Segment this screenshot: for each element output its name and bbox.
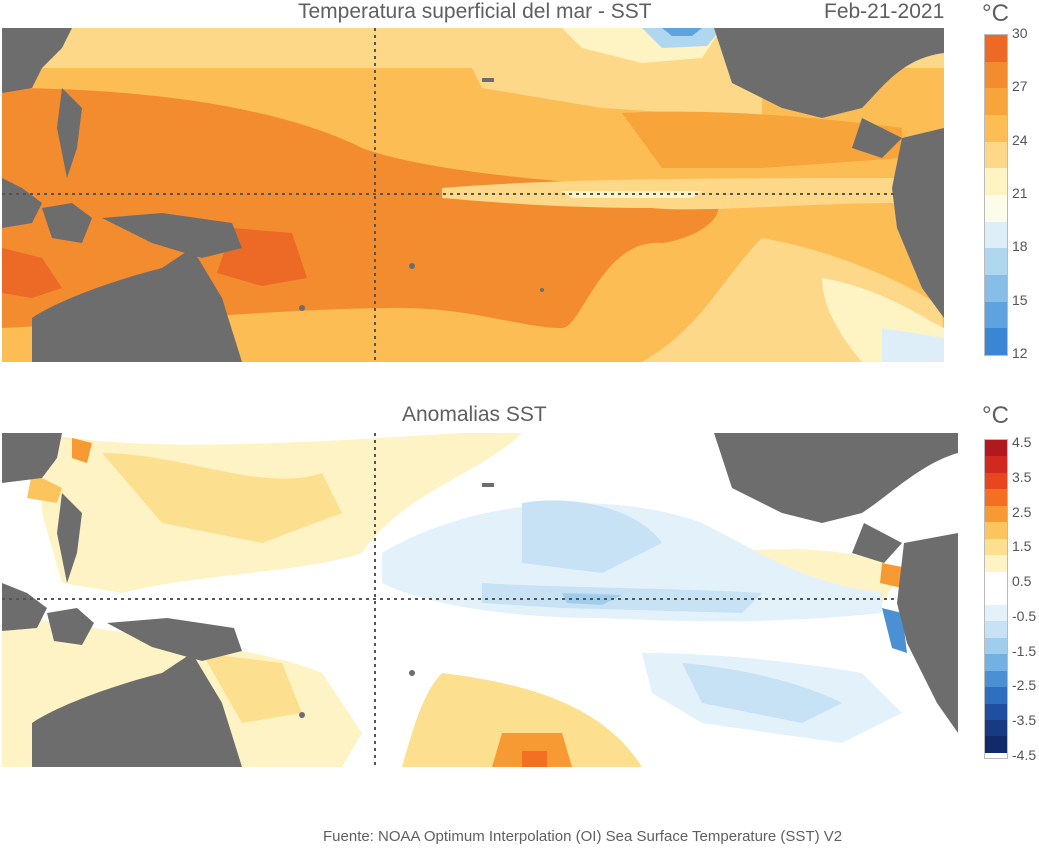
anomaly-colorbar-tick: 0.5	[1012, 573, 1032, 590]
anomaly-colorbar-swatch	[985, 538, 1007, 556]
anomaly-colorbar-swatch	[985, 621, 1007, 638]
anomaly-colorbar-swatch	[985, 687, 1007, 704]
sst-colorbar-tick: 21	[1012, 185, 1028, 201]
sst-colorbar-tick: 24	[1012, 131, 1028, 148]
anomaly-colorbar-swatch	[985, 505, 1007, 523]
sst-colorbar-tick: 30	[1012, 25, 1028, 41]
anomaly-colorbar-swatch	[985, 604, 1007, 622]
anomaly-colorbar-swatch	[985, 489, 1007, 506]
sst-map-title: Temperatura superficial del mar - SST	[298, 0, 652, 23]
anomaly-colorbar-swatch	[985, 472, 1007, 490]
sst-colorbar-unit: °C	[982, 0, 1009, 27]
anomaly-colorbar-tick: 1.5	[1012, 538, 1032, 555]
sst-colorbar-swatch	[985, 194, 1007, 222]
sst-colorbar	[984, 34, 1008, 356]
anomaly-colorbar-swatch	[985, 637, 1007, 655]
sst-colorbar-swatch	[985, 35, 1007, 62]
sst-colorbar-tick: 12	[1012, 345, 1028, 361]
sst-colorbar-swatch	[985, 301, 1007, 329]
anomaly-colorbar-tick: -2.5	[1012, 677, 1037, 694]
anomaly-colorbar-swatch	[985, 703, 1007, 720]
anomaly-map	[2, 433, 958, 767]
anomaly-colorbar-tick: -0.5	[1012, 607, 1037, 624]
anomaly-colorbar-tick: 4.5	[1012, 434, 1032, 450]
map-date: Feb-21-2021	[824, 0, 945, 23]
anomaly-colorbar-swatch	[985, 456, 1007, 473]
sst-colorbar-swatch	[985, 248, 1007, 275]
sst-colorbar-tick: 15	[1012, 291, 1028, 308]
anomaly-colorbar-tick: -3.5	[1012, 712, 1037, 729]
anomaly-colorbar-swatch	[985, 555, 1007, 572]
anomaly-colorbar-swatch	[985, 719, 1007, 737]
anomaly-colorbar-swatch	[985, 654, 1007, 671]
sst-colorbar-tick: 18	[1012, 238, 1028, 255]
anomaly-map-title: Anomalias SST	[402, 403, 547, 426]
sst-colorbar-swatch	[985, 274, 1007, 302]
sst-colorbar-swatch	[985, 141, 1007, 169]
source-caption: Fuente: NOAA Optimum Interpolation (OI) …	[323, 828, 843, 845]
anomaly-colorbar-swatch	[985, 522, 1007, 539]
anomaly-colorbar-tick: -4.5	[1012, 747, 1037, 763]
sst-colorbar-swatch	[985, 61, 1007, 89]
sst-map	[2, 28, 944, 362]
anomaly-colorbar-swatch	[985, 571, 1007, 589]
sst-colorbar-swatch	[985, 328, 1007, 355]
sst-colorbar-swatch	[985, 114, 1007, 142]
sst-colorbar-swatch	[985, 88, 1007, 115]
sst-colorbar-tick: 27	[1012, 78, 1028, 95]
anomaly-colorbar-tick: -1.5	[1012, 642, 1037, 659]
sst-colorbar-swatch	[985, 221, 1007, 249]
anomaly-colorbar-swatch	[985, 670, 1007, 688]
anomaly-colorbar-tick: 2.5	[1012, 503, 1032, 520]
anomaly-colorbar-unit: °C	[982, 402, 1009, 429]
anomaly-colorbar-swatch	[985, 440, 1007, 457]
sst-colorbar-swatch	[985, 168, 1007, 195]
anomaly-colorbar-swatch	[985, 736, 1007, 753]
anomaly-colorbar	[984, 439, 1008, 759]
anomaly-colorbar-swatch	[985, 588, 1007, 605]
anomaly-colorbar-tick: 3.5	[1012, 468, 1032, 485]
